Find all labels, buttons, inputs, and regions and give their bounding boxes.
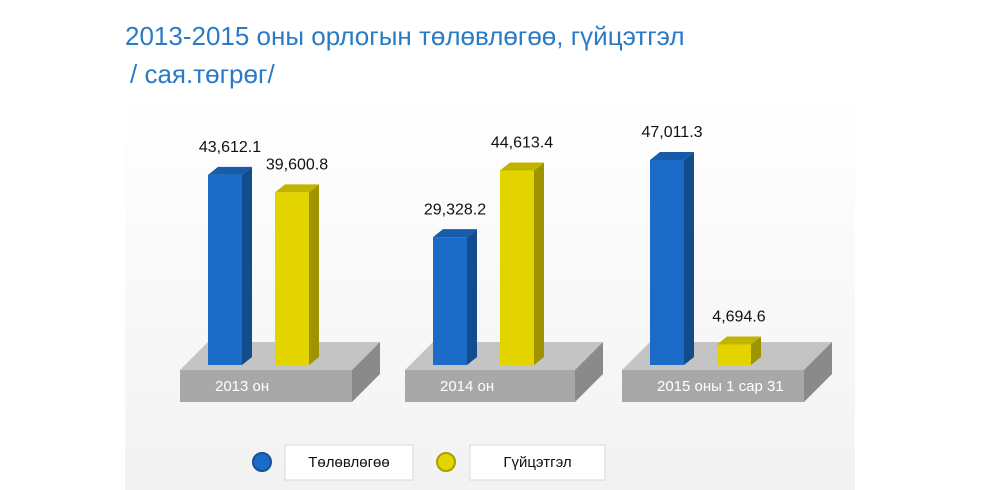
bar <box>208 174 242 365</box>
legend-label: Төлөвлөгөө <box>308 454 389 471</box>
value-label: 4,694.6 <box>712 309 765 326</box>
platform-front <box>622 370 804 402</box>
bar-top <box>433 229 477 238</box>
category-label: 2013 он <box>215 378 269 395</box>
bar <box>717 344 751 365</box>
chart-title: 2013-2015 оны орлогын төлөвлөгөө, гүйцэт… <box>125 21 685 51</box>
chart-subtitle: / сая.төгрөг/ <box>130 59 275 89</box>
legend-box <box>284 444 414 481</box>
platform-side <box>804 342 832 402</box>
bar-top <box>208 166 252 175</box>
bar-top <box>717 336 761 345</box>
value-label: 29,328.2 <box>424 201 486 218</box>
bar <box>433 237 467 365</box>
bar <box>275 192 309 365</box>
category-label: 2014 он <box>440 378 494 395</box>
bar-side <box>309 184 319 365</box>
bar-side <box>467 229 477 365</box>
value-label: 47,011.3 <box>641 124 702 141</box>
bar-top <box>650 152 694 160</box>
value-label: 44,613.4 <box>491 135 553 152</box>
value-label: 39,600.8 <box>266 157 328 174</box>
bar <box>500 170 534 365</box>
platform-front <box>180 370 352 402</box>
platform-side <box>575 342 603 402</box>
platform-side <box>352 342 380 402</box>
legend-label: Гүйцэтгэл <box>503 454 571 471</box>
legend-box <box>469 444 606 481</box>
value-label: 43,612.1 <box>199 139 261 156</box>
bar-top <box>500 162 544 171</box>
platform-front <box>405 370 575 402</box>
bar-side <box>751 336 761 365</box>
bar-side <box>684 152 694 365</box>
bar <box>650 160 684 365</box>
legend-marker <box>252 452 272 472</box>
bar-side <box>242 166 252 365</box>
bar-side <box>534 162 544 365</box>
legend-marker <box>436 452 456 472</box>
category-label: 2015 оны 1 сар 31 <box>657 378 784 395</box>
bar-top <box>275 184 319 193</box>
